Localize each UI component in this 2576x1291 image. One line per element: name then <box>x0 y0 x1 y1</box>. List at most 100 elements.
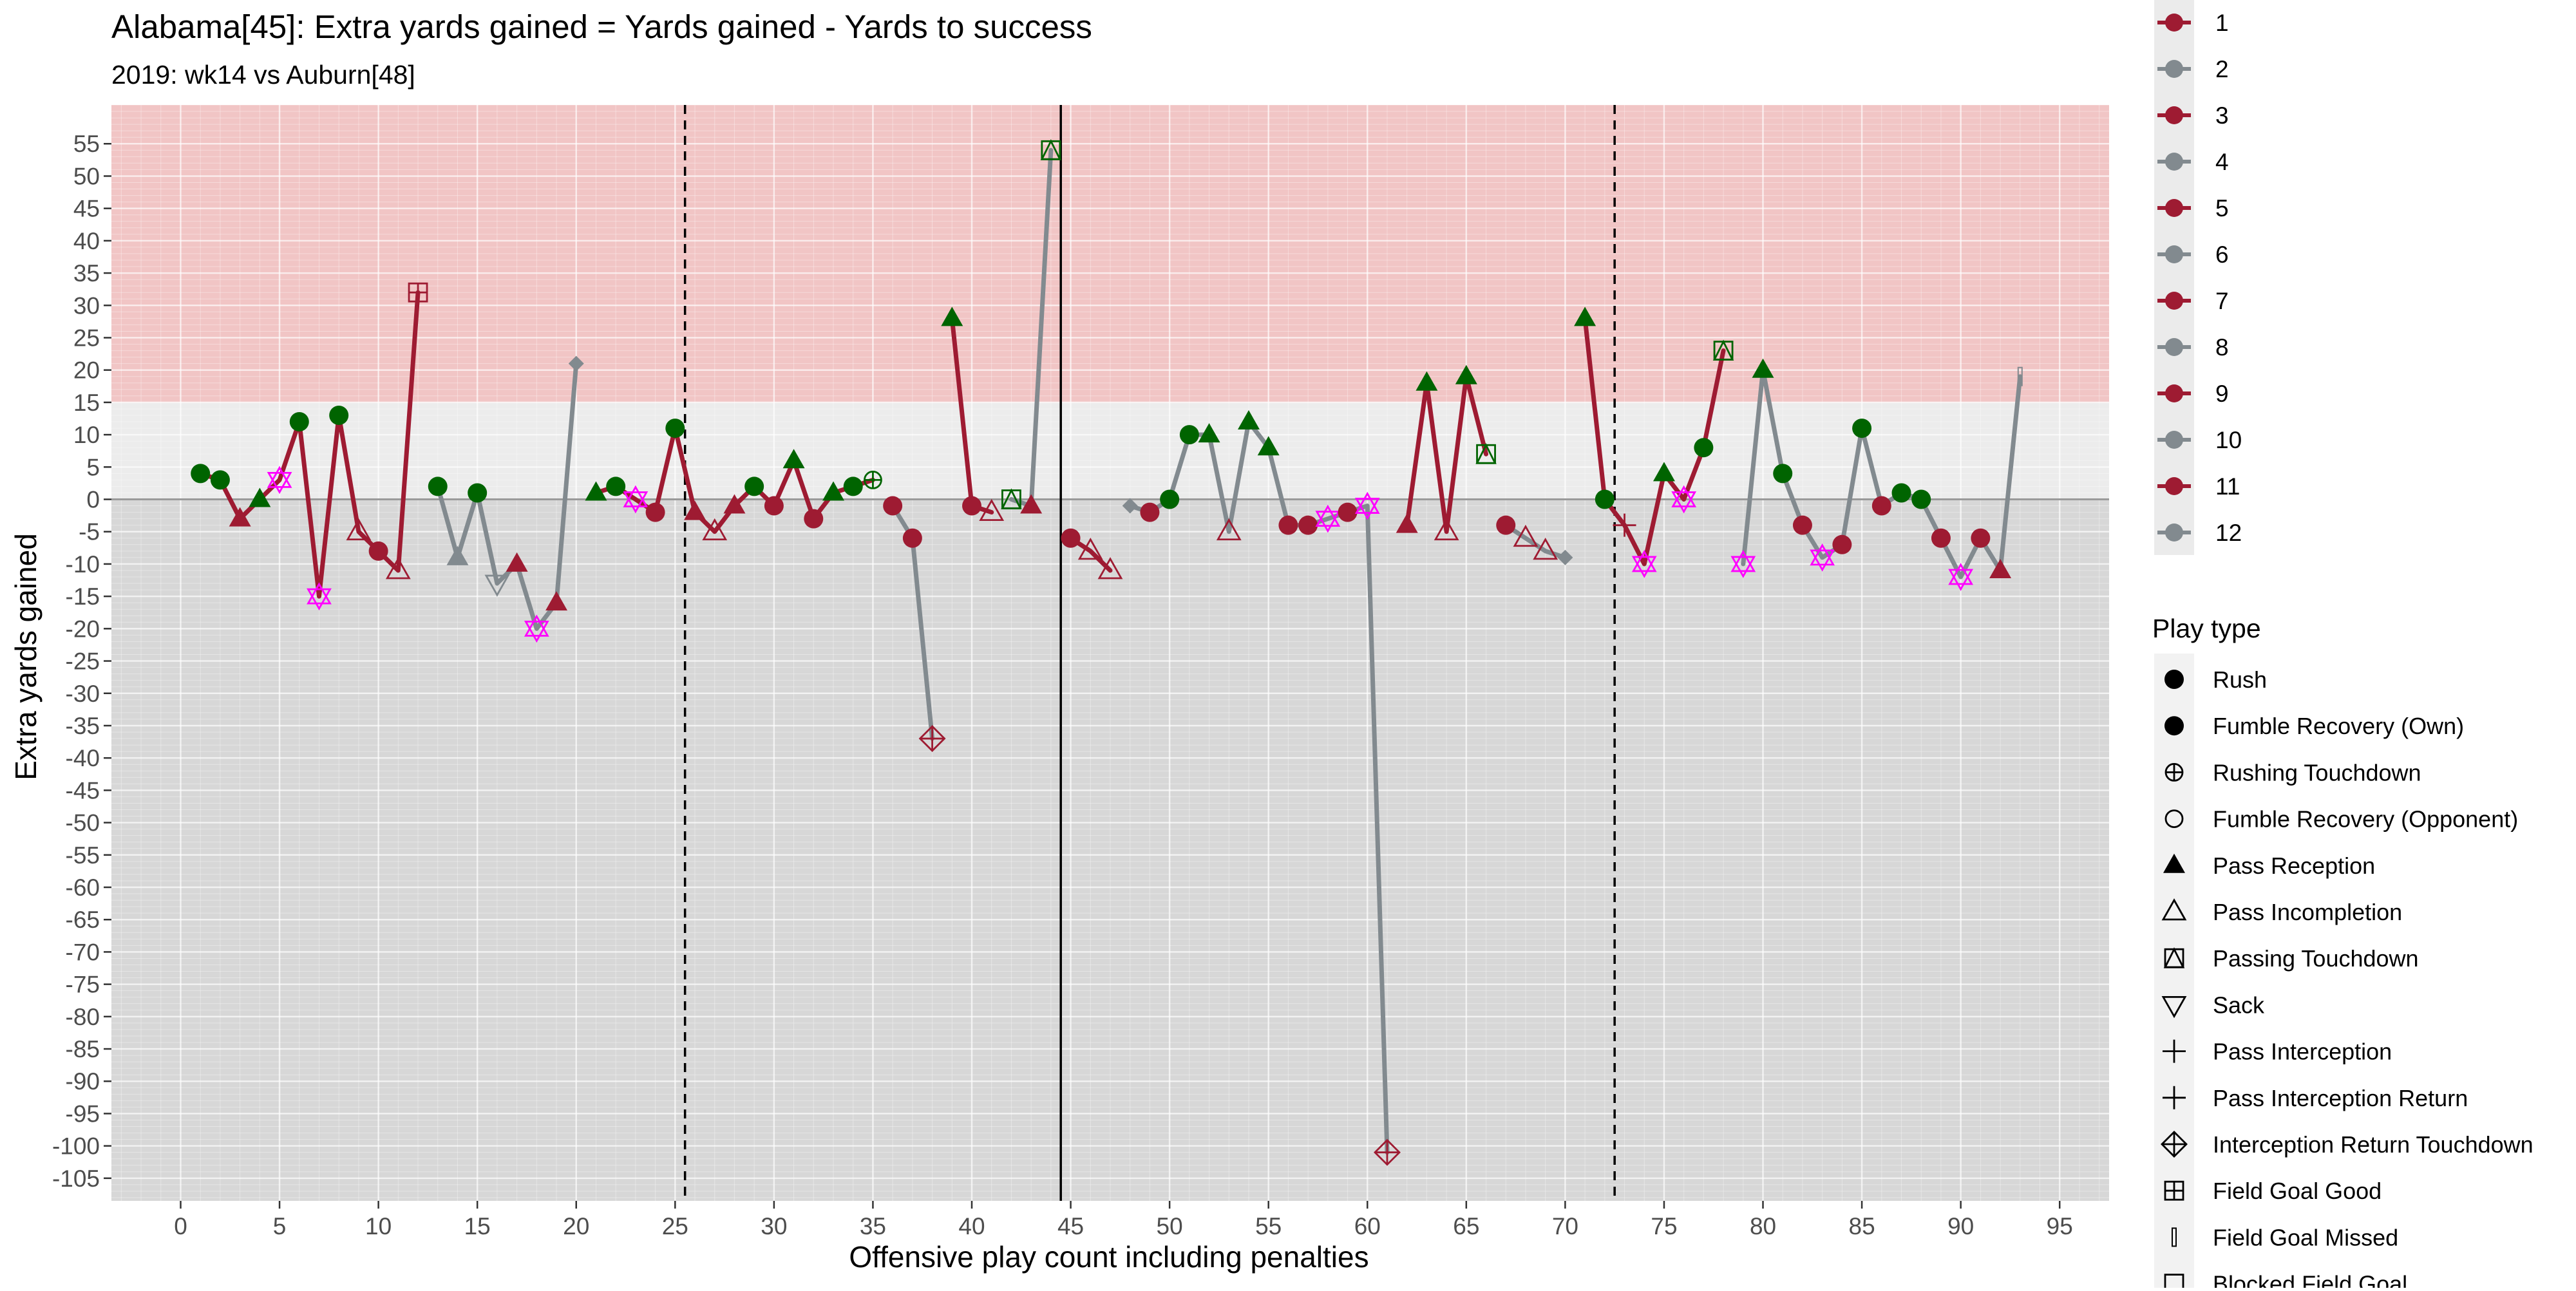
play-marker <box>2017 366 2023 386</box>
legend-drive-key-dot <box>2165 14 2183 32</box>
play-marker <box>1315 504 1341 533</box>
play-marker <box>1595 489 1615 509</box>
legend-drive-label: 9 <box>2215 381 2229 407</box>
x-tick-label: 25 <box>662 1213 688 1239</box>
legend-drive-label: 8 <box>2215 334 2229 361</box>
drive-line <box>1405 374 1489 534</box>
play-marker <box>446 545 469 565</box>
play-marker <box>1040 139 1062 160</box>
y-tick-label: -70 <box>66 939 100 965</box>
play-marker <box>723 494 746 514</box>
y-tick-label: -10 <box>66 551 100 578</box>
play-marker <box>1574 306 1596 326</box>
play-marker <box>1613 513 1636 537</box>
play-marker <box>1671 485 1697 514</box>
legend-playtype-title: Play type <box>2152 614 2261 643</box>
legend-playtype-key <box>2164 763 2184 782</box>
play-marker <box>408 282 428 303</box>
legend-playtype-key <box>2161 1131 2188 1158</box>
play-marker <box>1455 364 1477 384</box>
legend-playtype-label: Fumble Recovery (Opponent) <box>2213 806 2518 833</box>
y-axis-label: Extra yards gained <box>9 533 43 780</box>
legend-drive-label: 4 <box>2215 149 2229 175</box>
y-tick-label: 10 <box>73 422 100 448</box>
legend-drive-label: 10 <box>2215 427 2242 453</box>
legend-playtype-label: Pass Interception <box>2213 1039 2392 1065</box>
legend-drive-key-dot <box>2165 292 2183 310</box>
play-marker <box>346 518 372 541</box>
x-tick-label: 45 <box>1057 1213 1084 1239</box>
legend-drive-label: 6 <box>2215 241 2229 268</box>
play-marker <box>979 498 1005 522</box>
legend-playtype-label: Pass Interception Return <box>2213 1085 2468 1111</box>
play-marker <box>864 470 882 489</box>
legend-playtype-key <box>2164 1180 2184 1201</box>
play-marker <box>1020 494 1043 514</box>
play-marker <box>665 419 685 438</box>
play-marker <box>1338 502 1358 522</box>
y-tick-label: 30 <box>73 292 100 319</box>
play-marker <box>1416 371 1438 391</box>
play-marker <box>1871 496 1891 516</box>
play-marker <box>368 541 388 561</box>
play-marker <box>1374 1138 1401 1166</box>
legend-playtype-key <box>2163 947 2185 968</box>
y-tick-label: 55 <box>73 131 100 157</box>
legend-drive-key-dot <box>2165 153 2183 171</box>
background-band <box>111 105 2109 402</box>
play-marker <box>1694 438 1714 458</box>
legend-playtype-label: Rushing Touchdown <box>2213 759 2421 786</box>
play-marker <box>1198 423 1220 443</box>
legend-playtype-key <box>2164 716 2184 736</box>
legend-drive-key-dot <box>2165 245 2183 263</box>
play-marker <box>645 502 665 522</box>
play-marker <box>267 466 292 495</box>
y-tick-label: -100 <box>52 1133 100 1160</box>
legend-drive-label: 12 <box>2215 520 2242 546</box>
play-marker <box>210 470 230 490</box>
y-tick-label: -65 <box>66 907 100 933</box>
legend-drive-label: 11 <box>2215 473 2240 500</box>
legend-drive-key-dot <box>2165 431 2183 449</box>
legend-drive-key-dot <box>2165 199 2183 217</box>
play-markers <box>191 139 2023 1166</box>
play-marker <box>804 509 824 529</box>
legend-playtype-label: Fumble Recovery (Own) <box>2213 713 2464 739</box>
legend-playtype-label: Pass Incompletion <box>2213 899 2402 925</box>
play-marker <box>385 557 411 580</box>
play-marker <box>902 528 922 548</box>
legend-playtype-label: Interception Return Touchdown <box>2213 1131 2533 1158</box>
legend-drive-label: 1 <box>2215 10 2229 36</box>
legend-drive-key-dot <box>2165 338 2183 356</box>
play-marker <box>1257 436 1280 456</box>
play-marker <box>1792 515 1812 535</box>
y-tick-label: 15 <box>73 390 100 416</box>
x-tick-label: 75 <box>1651 1213 1677 1239</box>
legend-drive-key-dot <box>2165 384 2183 402</box>
legend-playtype-key <box>2163 1086 2186 1109</box>
legend-drive-label: 2 <box>2215 56 2229 82</box>
play-marker <box>1434 518 1459 541</box>
y-tick-label: 50 <box>73 163 100 189</box>
play-marker <box>1179 425 1199 445</box>
play-marker <box>1533 538 1558 560</box>
y-tick-label: 40 <box>73 228 100 254</box>
play-marker <box>1160 489 1180 509</box>
play-marker <box>1810 543 1835 572</box>
y-tick-label: -55 <box>66 842 100 869</box>
play-marker <box>191 464 211 484</box>
play-marker <box>1097 557 1123 580</box>
play-marker <box>1396 513 1418 533</box>
legend-drive-key-dot <box>2165 477 2183 495</box>
play-marker <box>229 507 251 527</box>
x-tick-label: 60 <box>1354 1213 1381 1239</box>
y-tick-label: -15 <box>66 583 100 610</box>
x-tick-label: 90 <box>1947 1213 1974 1239</box>
y-tick-label: -75 <box>66 972 100 998</box>
legend-playtype-key <box>2161 996 2187 1019</box>
y-tick-label: -25 <box>66 648 100 675</box>
y-tick-label: 0 <box>86 487 100 513</box>
